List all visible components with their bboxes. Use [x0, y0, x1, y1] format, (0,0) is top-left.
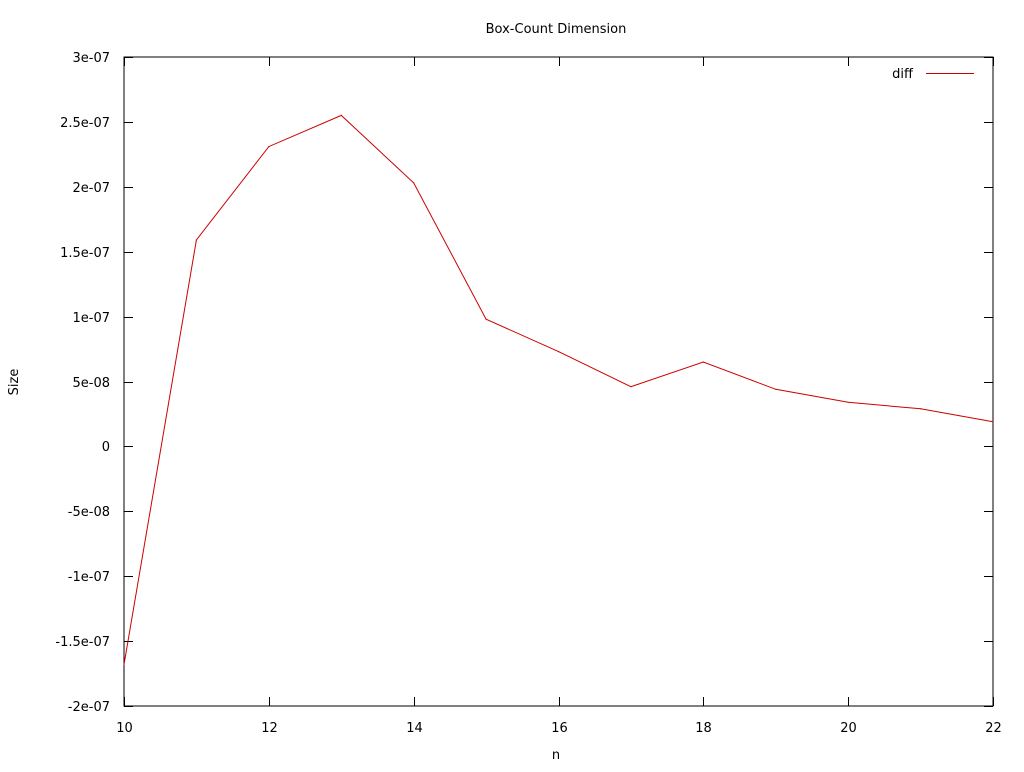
data-point	[920, 408, 922, 410]
y-tick-label: 5e-08	[72, 376, 110, 391]
plot-layer: -2e-07 -1.5e-07 -1e-07 -5e-08 0 5e-08 1e-07 1.5…	[55, 51, 1001, 736]
y-tick-label: 1.5e-07	[60, 246, 110, 261]
y-axis-label: Size	[7, 369, 22, 396]
data-point	[775, 388, 777, 390]
data-point	[557, 351, 560, 353]
series-line-diff	[123, 114, 994, 665]
data-point	[340, 114, 342, 116]
x-tick-label: 14	[406, 721, 423, 736]
y-tick-label: -2e-07	[68, 700, 110, 715]
x-tick-label: 12	[261, 721, 278, 736]
data-point	[630, 386, 632, 388]
x-tick-label: 18	[695, 721, 712, 736]
y-tick-label: 0	[102, 440, 110, 455]
data-point	[702, 361, 704, 363]
y-tick-label: 1e-07	[72, 311, 110, 326]
legend-label: diff	[892, 67, 914, 82]
data-point	[123, 663, 125, 666]
x-tick-label: 10	[116, 721, 133, 736]
plot-frame	[123, 56, 994, 707]
x-tick-label: 20	[840, 721, 857, 736]
data-point	[992, 421, 994, 423]
data-point	[413, 182, 415, 184]
data-point	[195, 239, 197, 241]
y-tick-label: -1e-07	[68, 570, 110, 585]
y-tick-label: -1.5e-07	[55, 635, 110, 650]
y-tick-label: 2e-07	[72, 181, 110, 196]
data-point	[268, 146, 270, 148]
data-point	[847, 401, 849, 403]
data-point	[485, 318, 487, 320]
x-tick-label: 22	[985, 721, 1002, 736]
x-tick-label: 16	[551, 721, 568, 736]
y-tick-label: 2.5e-07	[60, 116, 110, 131]
x-axis-label: n	[552, 748, 560, 763]
y-tick-label: 3e-07	[72, 51, 110, 66]
chart-title: Box-Count Dimension	[486, 22, 627, 37]
y-tick-label: -5e-08	[68, 505, 110, 520]
